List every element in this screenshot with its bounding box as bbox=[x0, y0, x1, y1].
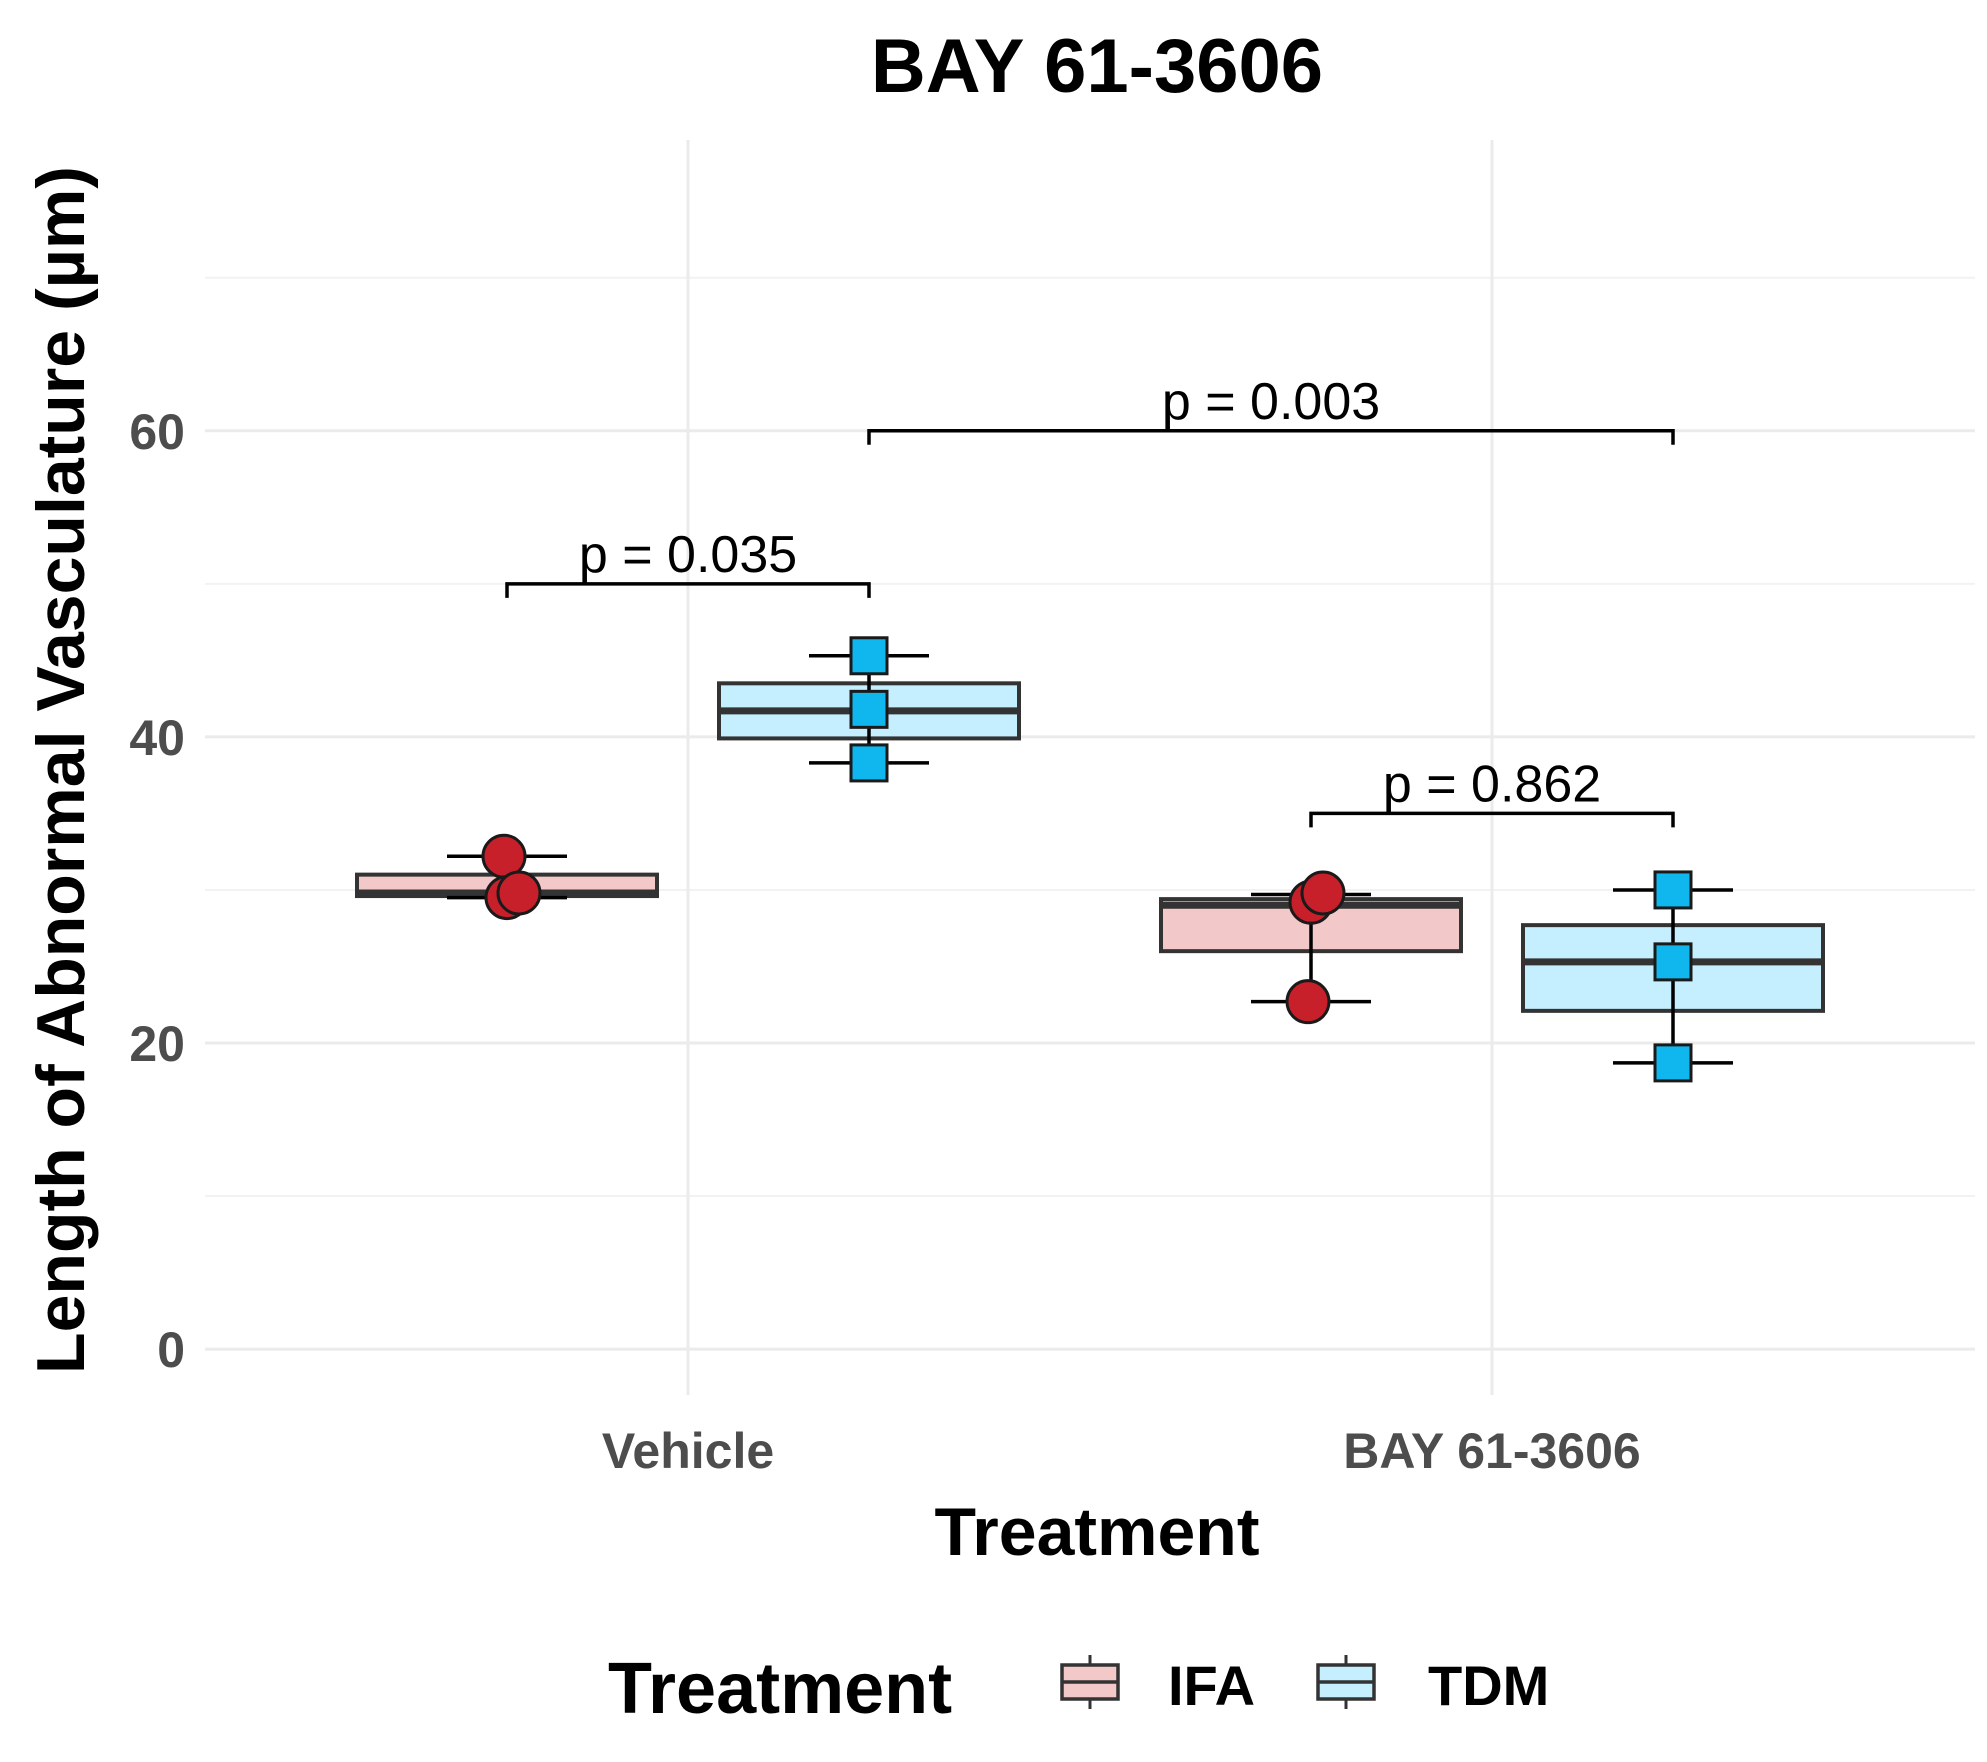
x-tick-label: Vehicle bbox=[602, 1423, 774, 1479]
data-point-tdm bbox=[1653, 1043, 1693, 1083]
data-point-ifa bbox=[1300, 870, 1346, 916]
data-point-tdm bbox=[1653, 942, 1693, 982]
data-point-tdm bbox=[1653, 870, 1693, 910]
p-value-label: p = 0.003 bbox=[1162, 373, 1380, 431]
p-value-label: p = 0.035 bbox=[579, 526, 797, 584]
data-point-tdm bbox=[849, 636, 889, 676]
legend: Treatment IFA TDM bbox=[608, 1649, 1549, 1729]
chart-title: BAY 61-3606 bbox=[871, 24, 1323, 109]
y-tick-label: 60 bbox=[129, 404, 185, 460]
y-tick-label: 40 bbox=[129, 710, 185, 766]
x-axis-title: Treatment bbox=[935, 1494, 1260, 1570]
x-tick-label: BAY 61-3606 bbox=[1343, 1423, 1640, 1479]
significance-bracket bbox=[505, 582, 871, 598]
p-value-label: p = 0.862 bbox=[1383, 755, 1601, 813]
y-tick-label: 0 bbox=[157, 1322, 185, 1378]
axes: 0 20 40 60 Vehicle BAY 61-3606 bbox=[129, 404, 1640, 1479]
significance-bracket bbox=[1309, 811, 1675, 828]
data-point-ifa bbox=[496, 870, 542, 916]
legend-label-tdm: TDM bbox=[1428, 1654, 1549, 1717]
data-point-tdm bbox=[849, 743, 889, 783]
significance-bracket bbox=[867, 429, 1675, 445]
y-axis-title: Length of Abnormal Vasculature (µm) bbox=[23, 166, 99, 1374]
grid-lines bbox=[205, 140, 1975, 1395]
legend-title: Treatment bbox=[608, 1649, 952, 1729]
legend-label-ifa: IFA bbox=[1168, 1654, 1255, 1717]
significance-annotations: p = 0.035 p = 0.862 p = 0.003 bbox=[505, 373, 1675, 828]
y-tick-label: 20 bbox=[129, 1016, 185, 1072]
data-point-ifa bbox=[1285, 979, 1331, 1025]
boxes bbox=[355, 636, 1825, 1083]
data-point-tdm bbox=[849, 689, 889, 729]
